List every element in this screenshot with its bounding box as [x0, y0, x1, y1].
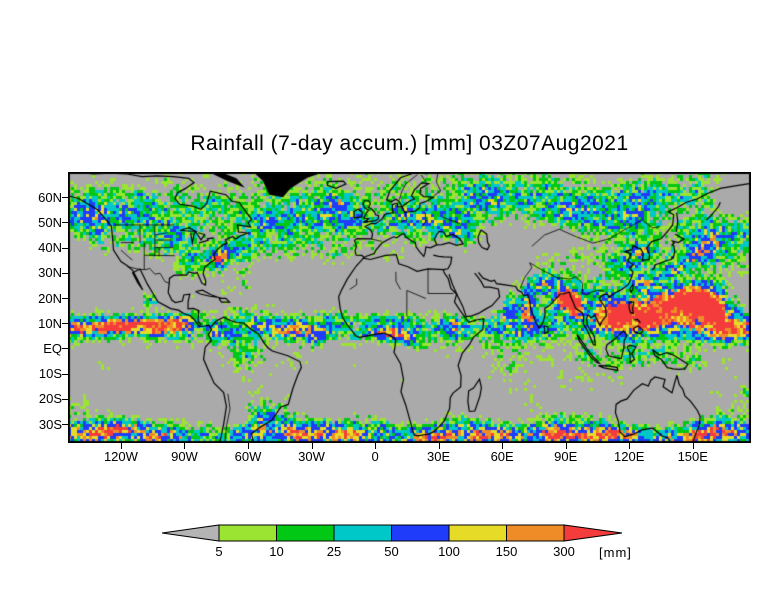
x-axis-tick-label: 30W [298, 449, 325, 464]
x-axis-tick [120, 443, 122, 449]
y-axis-tick-label: 10N [38, 315, 62, 331]
y-axis-tick [62, 222, 68, 224]
y-axis-tick-label: 30S [38, 416, 62, 432]
x-axis-tick-label: 120W [103, 449, 138, 464]
x-axis-tick [248, 443, 249, 449]
x-axis-tick [629, 443, 631, 449]
plot-title: Rainfall (7-day accum.) [mm] 03Z07Aug202… [190, 132, 629, 155]
y-axis-tick [62, 272, 68, 274]
colorbar [162, 524, 623, 542]
y-axis-tick [62, 373, 68, 375]
y-axis-tick-label: 60N [38, 189, 62, 205]
x-axis-tick [311, 443, 313, 449]
y-axis-tick-label: 20S [38, 391, 62, 407]
x-axis-tick-label: 60W [234, 449, 262, 464]
y-axis-tick [62, 197, 68, 199]
y-axis-tick-label: 30N [38, 265, 62, 281]
y-axis-tick-label: 20N [38, 290, 62, 306]
colorbar-tick-label: 5 [215, 544, 223, 559]
x-axis-tick [692, 443, 694, 449]
y-axis-tick-label: EQ [43, 340, 62, 356]
y-axis-tick-label: 50N [38, 214, 62, 230]
y-axis-tick [62, 298, 68, 300]
colorbar-tick-label: 50 [384, 544, 399, 559]
colorbar-tick-label: 25 [326, 544, 342, 559]
x-axis-tick [565, 443, 567, 449]
y-axis-tick [62, 323, 68, 325]
colorbar-above-max-arrow [563, 524, 623, 542]
colorbar-units-label: [mm] [599, 545, 632, 560]
y-axis-tick [62, 398, 68, 400]
colorbar-below-min-arrow [162, 524, 220, 542]
x-axis-tick-label: 30E [427, 449, 451, 464]
x-axis-tick-label: 0 [371, 449, 379, 464]
y-axis-tick [62, 424, 68, 426]
colorbar-segment [276, 524, 335, 542]
colorbar-segment [391, 524, 450, 542]
x-axis-tick-label: 60E [490, 449, 514, 464]
colorbar-tick-label: 150 [495, 544, 518, 559]
colorbar-tick-label: 300 [553, 544, 575, 559]
colorbar-segment [218, 524, 277, 542]
rainfall-map-canvas [68, 172, 751, 443]
x-axis-tick [438, 443, 440, 449]
x-axis-tick-label: 120E [614, 449, 645, 464]
x-axis-tick [375, 443, 377, 449]
y-axis-tick-label: 10S [38, 366, 62, 382]
colorbar-segment [506, 524, 565, 542]
y-axis-tick [62, 348, 68, 350]
x-axis-tick-label: 90W [171, 449, 198, 464]
x-axis-tick-label: 90E [554, 449, 578, 464]
x-axis-tick [502, 443, 504, 449]
x-axis-tick [184, 443, 186, 449]
colorbar-segment [448, 524, 507, 542]
y-axis-tick-label: 40N [38, 240, 62, 256]
colorbar-segment [333, 524, 392, 542]
y-axis-tick [62, 247, 68, 249]
colorbar-tick-label: 100 [438, 544, 460, 559]
x-axis-tick-label: 150E [677, 449, 708, 464]
colorbar-tick-label: 10 [269, 544, 284, 559]
